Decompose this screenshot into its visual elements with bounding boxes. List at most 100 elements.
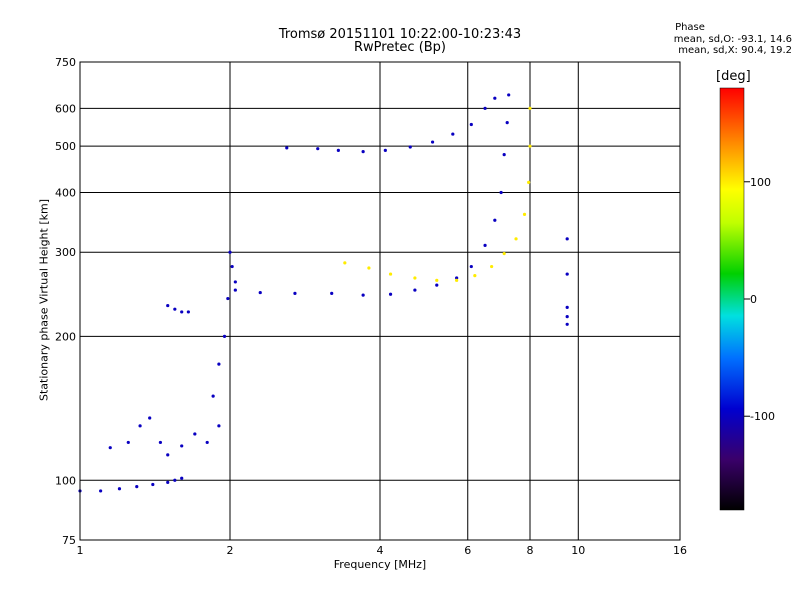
data-point bbox=[330, 291, 334, 296]
data-point bbox=[493, 218, 497, 222]
data-point bbox=[522, 212, 527, 216]
x-tick-label: 6 bbox=[464, 544, 471, 557]
colorbar-tick-label: 100 bbox=[750, 176, 771, 189]
y-tick-label: 200 bbox=[55, 330, 76, 343]
data-point bbox=[166, 453, 170, 457]
data-point bbox=[193, 432, 197, 436]
data-point bbox=[173, 307, 177, 311]
data-point bbox=[507, 93, 511, 97]
data-point bbox=[258, 290, 262, 295]
data-point bbox=[148, 416, 152, 420]
data-point bbox=[173, 478, 177, 482]
data-point bbox=[233, 280, 237, 284]
data-points bbox=[78, 93, 569, 493]
data-point bbox=[469, 264, 473, 269]
x-tick-label: 1 bbox=[77, 544, 84, 557]
data-point bbox=[505, 121, 509, 125]
data-point bbox=[336, 148, 340, 152]
phase-o-mode-stats: mean, sd,O: -93.1, 14.6 bbox=[673, 34, 792, 45]
data-point bbox=[408, 145, 412, 149]
data-point bbox=[217, 424, 221, 428]
phase-x-mode-stats: mean, sd,X: 90.4, 19.2 bbox=[678, 45, 792, 56]
data-point bbox=[217, 362, 221, 366]
data-point bbox=[528, 144, 532, 148]
data-point bbox=[226, 296, 230, 301]
x-tick-label: 16 bbox=[673, 544, 687, 557]
data-point bbox=[565, 237, 569, 241]
colorbar-unit: [deg] bbox=[716, 69, 751, 84]
data-point bbox=[473, 274, 477, 278]
y-tick-label: 100 bbox=[55, 474, 76, 487]
data-point bbox=[483, 106, 487, 110]
data-point bbox=[361, 293, 365, 297]
data-point bbox=[361, 150, 365, 154]
x-tick-label: 2 bbox=[227, 544, 234, 557]
data-point bbox=[222, 334, 227, 338]
data-point bbox=[413, 276, 417, 280]
data-point bbox=[435, 278, 439, 282]
data-point bbox=[528, 106, 532, 110]
data-point bbox=[151, 482, 155, 487]
x-tick-label: 4 bbox=[377, 544, 384, 557]
data-point bbox=[343, 261, 347, 265]
data-point bbox=[126, 440, 130, 445]
chart-title-line1: Tromsø 20151101 10:22:00-10:23:43 bbox=[278, 27, 522, 42]
data-point bbox=[527, 180, 531, 184]
data-point bbox=[483, 243, 487, 248]
data-point bbox=[316, 147, 320, 151]
data-point bbox=[99, 489, 103, 493]
data-point bbox=[285, 146, 289, 150]
y-tick-label: 600 bbox=[55, 102, 76, 115]
data-point bbox=[166, 303, 170, 308]
data-point bbox=[233, 288, 237, 292]
x-axis-label: Frequency [MHz] bbox=[333, 558, 427, 571]
data-point bbox=[565, 315, 569, 319]
data-point bbox=[180, 476, 184, 480]
data-point bbox=[228, 250, 232, 254]
data-point bbox=[211, 394, 215, 398]
colorbar bbox=[719, 87, 745, 511]
data-point bbox=[135, 485, 139, 489]
data-point bbox=[455, 278, 459, 282]
chart-title-line2: RwPretec (Bp) bbox=[353, 40, 447, 55]
data-point bbox=[117, 487, 122, 491]
data-point bbox=[158, 440, 163, 445]
y-tick-label: 750 bbox=[55, 56, 76, 69]
data-point bbox=[565, 322, 569, 326]
data-point bbox=[413, 288, 417, 292]
data-point bbox=[108, 446, 112, 450]
data-point bbox=[138, 424, 142, 428]
colorbar-ticks: 100 0 -100 bbox=[744, 176, 775, 423]
data-point bbox=[502, 153, 506, 157]
x-tick-label: 10 bbox=[571, 544, 585, 557]
data-point bbox=[514, 237, 518, 241]
data-point bbox=[388, 272, 393, 276]
plot-frame bbox=[79, 61, 681, 541]
y-tick-label: 75 bbox=[62, 534, 76, 547]
y-tick-label: 300 bbox=[55, 246, 76, 259]
data-point bbox=[455, 276, 459, 280]
data-point bbox=[565, 272, 569, 276]
data-point bbox=[293, 291, 297, 296]
data-point bbox=[469, 122, 473, 127]
data-point bbox=[493, 96, 497, 100]
colorbar-tick-label: 0 bbox=[750, 293, 757, 306]
data-point bbox=[205, 440, 209, 445]
data-point bbox=[430, 140, 435, 144]
data-point bbox=[186, 310, 190, 314]
x-tick-label: 8 bbox=[527, 544, 534, 557]
y-tick-label: 500 bbox=[55, 140, 76, 153]
grid bbox=[80, 62, 680, 540]
data-point bbox=[230, 264, 234, 269]
data-point bbox=[435, 283, 439, 287]
data-point bbox=[367, 266, 371, 270]
data-point bbox=[180, 444, 184, 448]
y-tick-label: 400 bbox=[55, 186, 76, 199]
data-point bbox=[388, 292, 393, 296]
data-point bbox=[499, 190, 503, 195]
phase-label: Phase bbox=[675, 22, 705, 33]
data-point bbox=[502, 252, 506, 256]
colorbar-tick-label: -100 bbox=[750, 410, 775, 423]
axis-ticks: 1 2 4 6 8 10 16 75 100 200 300 400 500 600 750 bbox=[55, 56, 687, 557]
